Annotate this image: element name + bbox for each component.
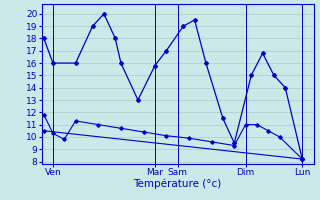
- X-axis label: Température (°c): Température (°c): [133, 179, 222, 189]
